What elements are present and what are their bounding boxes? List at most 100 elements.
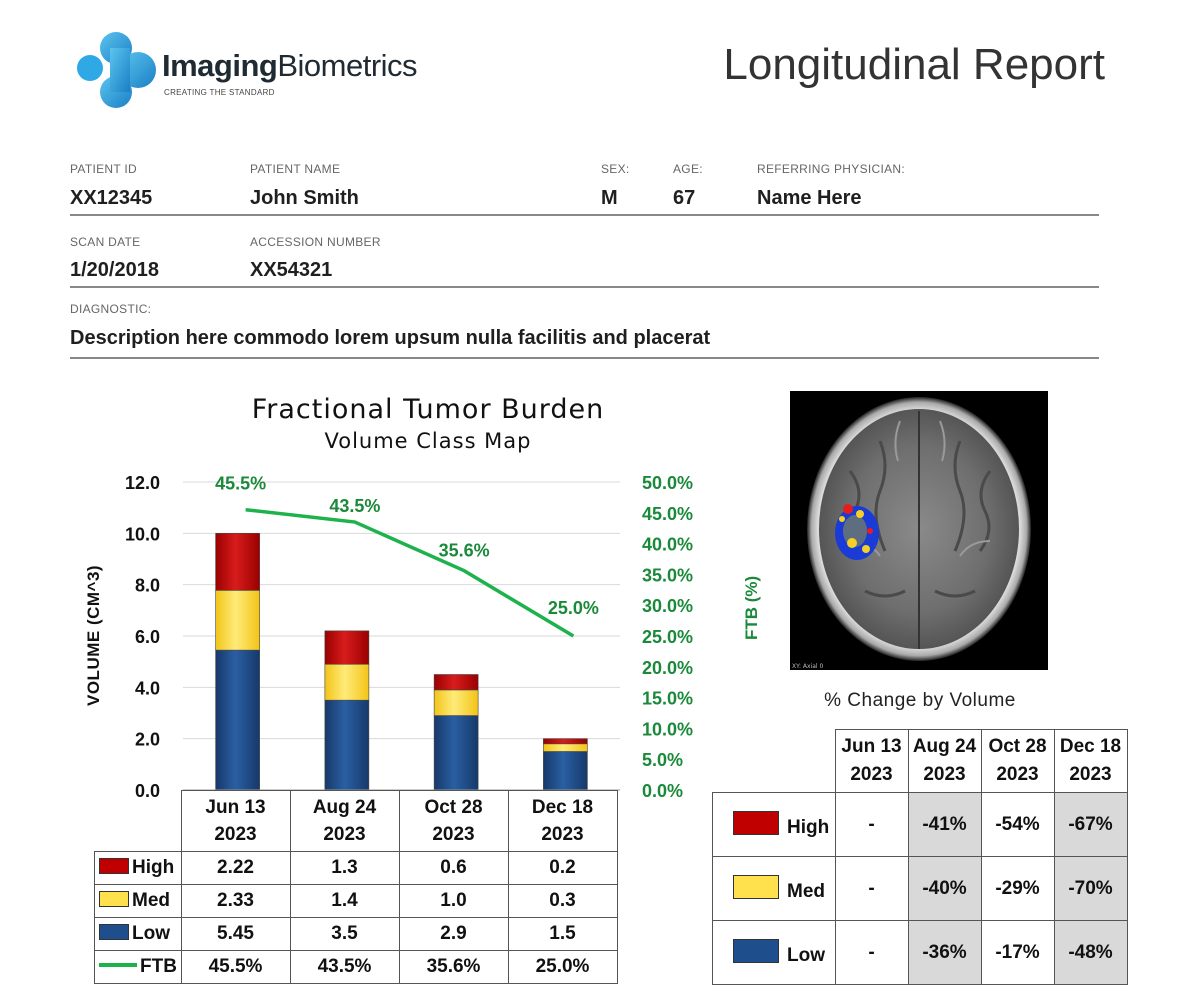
y2-tick-label: 20.0%	[642, 658, 693, 678]
bar-high	[324, 630, 370, 665]
accession-label: ACCESSION NUMBER	[250, 235, 381, 249]
table-cell: 3.5	[289, 917, 400, 951]
divider	[70, 214, 1099, 216]
legend-med: Med	[94, 884, 182, 918]
table-cell: 1.0	[398, 884, 509, 918]
y2-tick-label: 5.0%	[642, 750, 683, 770]
table-cell: 0.3	[507, 884, 618, 918]
table-header-row: Jun 13 2023 Aug 24 2023 Oct 28 2023 Dec 18 2…	[95, 790, 618, 852]
table-cell: 2.9	[398, 917, 509, 951]
y2-tick-label: 25.0%	[642, 627, 693, 647]
pct-change-title: % Change by Volume	[824, 690, 1016, 711]
table-cell: 2.22	[180, 851, 291, 885]
logo-light-text: Biometrics	[277, 48, 418, 83]
ftb-data-label: 25.0%	[548, 598, 599, 618]
ftb-line	[245, 507, 575, 638]
table-cell: -36%	[907, 920, 982, 985]
age-label: AGE:	[673, 162, 703, 176]
logo-mark-icon	[77, 32, 156, 108]
table-cell: -29%	[980, 856, 1055, 921]
ftb-data-label: 43.5%	[329, 496, 380, 516]
y-tick-label: 4.0	[135, 678, 160, 698]
legend-low: Low	[94, 917, 182, 951]
high-swatch	[99, 858, 129, 874]
ftb-chart: Fractional Tumor Burden Volume Class Map 0…	[125, 394, 693, 800]
y-tick-label: 10.0	[125, 524, 160, 544]
table-row: Low - -36% -17% -48%	[712, 920, 1128, 985]
ftb-data-label: 45.5%	[215, 474, 266, 494]
legend-med: Med	[712, 856, 836, 921]
bar-high	[543, 738, 588, 745]
accession-value: XX54321	[250, 259, 333, 281]
table-cell: 0.2	[507, 851, 618, 885]
table-row: Med 2.33 1.4 1.0 0.3	[94, 884, 618, 918]
bar-med	[543, 743, 588, 752]
table-row: Low 5.45 3.5 2.9 1.5	[94, 917, 618, 951]
diagnostic-label: DIAGNOSTIC:	[70, 302, 152, 316]
table-cell: 25.0%	[507, 950, 618, 984]
ftb-line-swatch	[99, 963, 137, 967]
legend-high: High	[712, 792, 836, 857]
high-swatch	[733, 810, 779, 835]
table-cell: 0.6	[398, 851, 509, 885]
column-header: Aug 24 2023	[907, 729, 982, 793]
bar-med	[324, 663, 370, 701]
logo-bold-text: Imaging	[162, 48, 278, 83]
scan-date-value: 1/20/2018	[70, 259, 159, 281]
y-tick-label: 0.0	[135, 781, 160, 800]
column-header: Dec 18 2023	[507, 790, 618, 852]
patient-name-value: John Smith	[250, 187, 359, 209]
table-cell: -17%	[980, 920, 1055, 985]
table-cell: -48%	[1053, 920, 1128, 985]
y2-tick-label: 0.0%	[642, 781, 683, 800]
diagnostic-value: Description here commodo lorem upsum nul…	[70, 327, 711, 349]
table-cell: 1.4	[289, 884, 400, 918]
y2-tick-label: 30.0%	[642, 596, 693, 616]
table-cell: -	[834, 856, 909, 921]
divider	[70, 286, 1099, 288]
brain-scan-graphic: XY: Axial 0	[792, 397, 1031, 670]
y-tick-label: 12.0	[125, 473, 160, 493]
scan-date-label: SCAN DATE	[70, 235, 141, 249]
column-header: Oct 28 2023	[980, 729, 1055, 793]
column-header: Oct 28 2023	[398, 790, 509, 852]
table-cell: 1.3	[289, 851, 400, 885]
patient-name-label: PATIENT NAME	[250, 162, 341, 176]
age-value: 67	[673, 187, 696, 209]
column-header: Dec 18 2023	[1053, 729, 1128, 793]
table-row: High 2.22 1.3 0.6 0.2	[94, 851, 618, 885]
table-cell: -67%	[1053, 792, 1128, 857]
column-header: Jun 13 2023	[180, 790, 291, 852]
bar-high	[215, 533, 260, 591]
y2-axis-title: FTB (%)	[742, 575, 761, 640]
logo-tagline: CREATING THE STANDARD	[164, 88, 275, 97]
y2-tick-label: 40.0%	[642, 535, 693, 555]
bar-high	[433, 674, 479, 691]
physician-label: REFERRING PHYSICIAN:	[757, 162, 906, 176]
table-cell: 2.33	[180, 884, 291, 918]
company-logo: ImagingBiometrics CREATING THE STANDARD	[74, 30, 434, 110]
y2-tick-label: 10.0%	[642, 719, 693, 739]
med-swatch	[99, 891, 129, 907]
y2-tick-label: 35.0%	[642, 565, 693, 585]
legend-low: Low	[712, 920, 836, 985]
chart-subtitle: Volume Class Map	[324, 429, 531, 453]
chart-title: Fractional Tumor Burden	[252, 394, 605, 425]
patient-id-value: XX12345	[70, 187, 153, 209]
table-cell: -40%	[907, 856, 982, 921]
chart-data-table: Jun 13 2023 Aug 24 2023 Oct 28 2023 Dec 18 2…	[94, 790, 618, 984]
y2-tick-label: 50.0%	[642, 473, 693, 493]
table-header-row: Jun 13 2023 Aug 24 2023 Oct 28 2023 Dec 18 2…	[712, 729, 1128, 793]
pct-change-table: Jun 13 2023 Aug 24 2023 Oct 28 2023 Dec 18 2…	[712, 729, 1128, 985]
y-tick-label: 6.0	[135, 627, 160, 647]
logo-wordmark: ImagingBiometrics	[162, 48, 418, 84]
y-axis-title: VOLUME (CM^3)	[84, 564, 103, 706]
divider	[70, 357, 1099, 359]
image-caption: XY: Axial 0	[792, 663, 823, 670]
bar-low	[433, 715, 479, 791]
column-header: Aug 24 2023	[289, 790, 400, 852]
report-title: Longitudinal Report	[723, 40, 1105, 89]
bar-low	[324, 699, 370, 791]
table-cell: -70%	[1053, 856, 1128, 921]
table-cell: 1.5	[507, 917, 618, 951]
